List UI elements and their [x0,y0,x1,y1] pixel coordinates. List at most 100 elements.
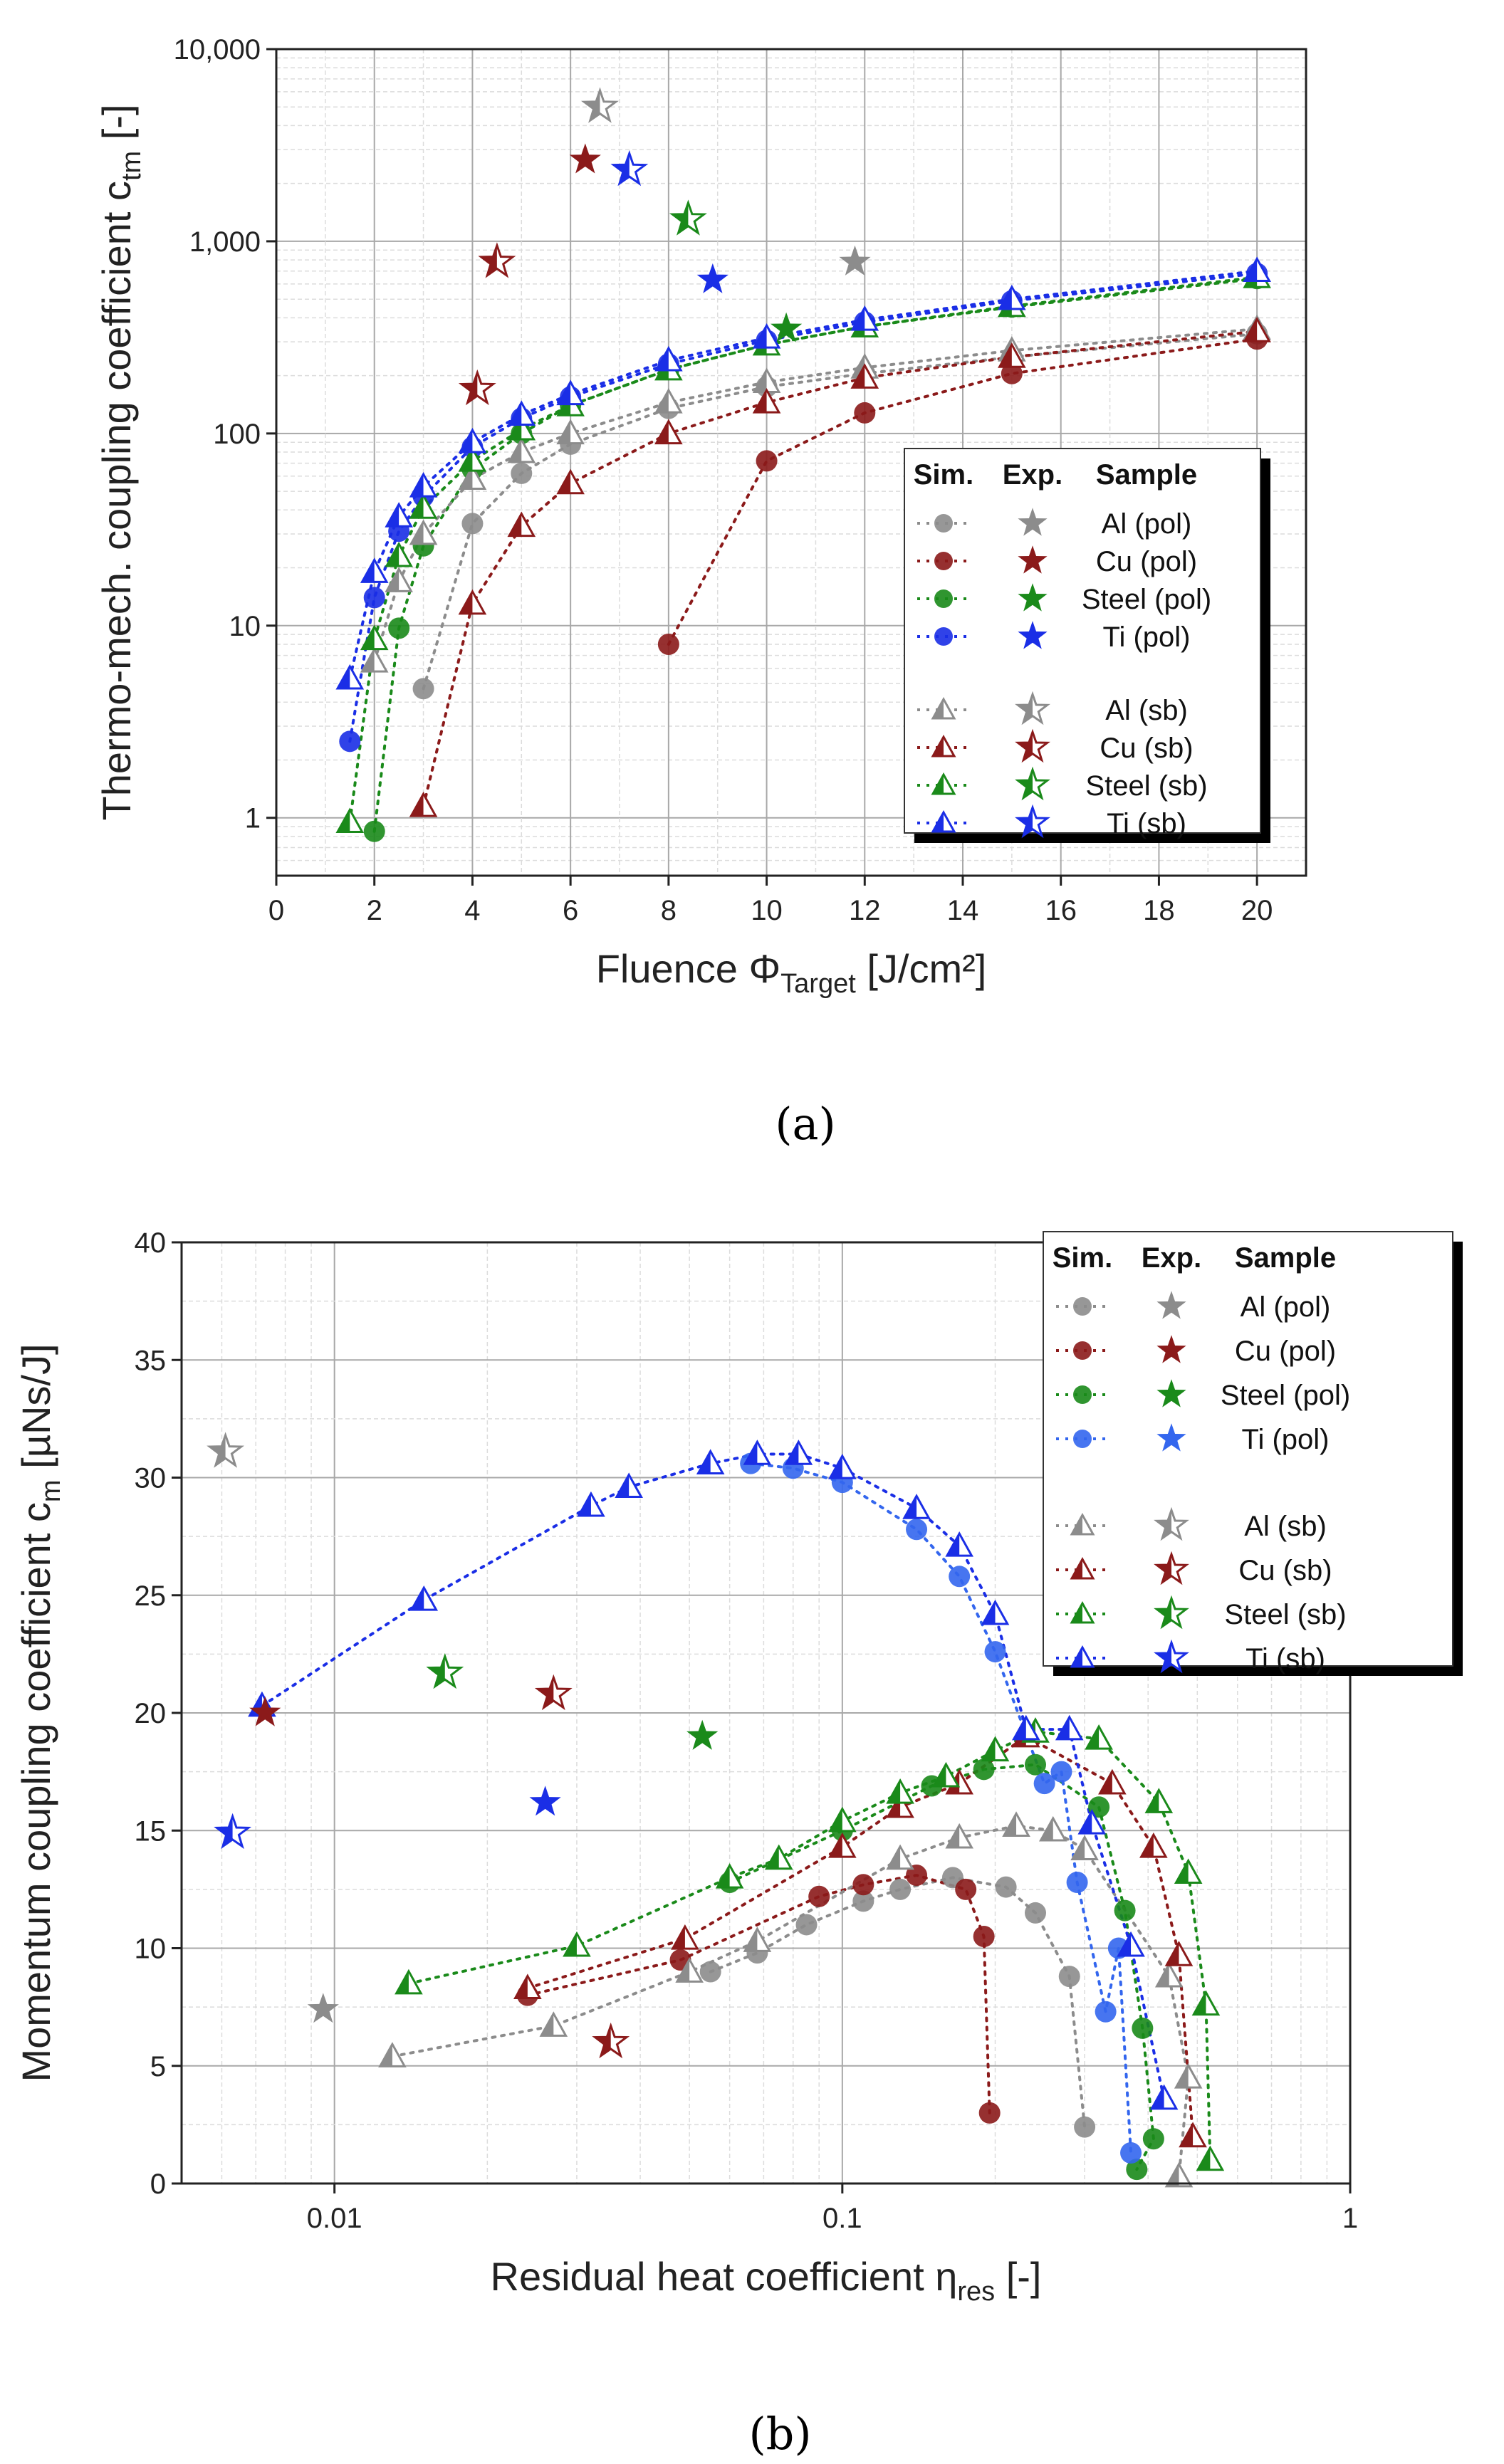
data-point-ti-sb-sim [615,1472,643,1499]
series-line-ti-pol-sim [348,272,1259,743]
legend-entry-label: Al (sb) [1244,1511,1327,1542]
data-point-ti-sb-sim [1077,1808,1107,1835]
data-point-al-pol-exp [839,245,871,276]
data-point-cu-sb-sim [507,511,536,538]
data-point-steel-sb-sim [409,493,438,519]
data-point-al-pol-exp [307,1993,339,2023]
data-point-al-sb-sim [1164,2161,1194,2188]
data-point-ti-sb-sim [1117,1931,1145,1957]
data-point-ti-sb-sim [335,664,365,690]
data-point-steel-sb-sim [1196,2145,1225,2171]
legend-box [904,448,1261,834]
data-point-ti-sb-sim [1055,1714,1084,1741]
data-point-ti-sb-sim [409,471,438,498]
y-tick-label: 100 [213,419,261,450]
legend-entry-label: Cu (sb) [1238,1555,1332,1586]
legend-exp-marker [1018,545,1048,574]
x-tick-label: 0.01 [307,2203,362,2234]
data-point-ti-sb-exp [214,1813,252,1850]
data-point-al-pol-sim [699,1961,721,1983]
data-point-al-pol-sim [1074,2116,1096,2138]
legend-exp-marker [1015,766,1050,801]
data-point-cu-pol-exp [569,143,601,174]
legend-sim-marker [931,696,956,720]
data-point-steel-sb-sim [981,1736,1010,1762]
data-point-ti-pol-exp [529,1786,561,1816]
data-point-cu-pol-sim [756,450,778,472]
data-point-cu-sb-sim [886,1792,914,1818]
data-point-cu-pol-sim [657,633,679,655]
legend-entry-label: Steel (sb) [1085,770,1207,802]
data-point-ti-sb-sim [696,1449,725,1474]
data-point-al-sb-sim [1002,1811,1030,1837]
data-point-cu-sb-sim [1243,317,1271,342]
data-point-ti-sb-sim [945,1531,973,1557]
data-point-cu-pol-sim [973,1925,995,1947]
data-point-ti-sb-sim [1149,2084,1179,2110]
data-point-cu-pol-sim [854,402,876,424]
data-point-al-pol-sim [852,1890,874,1912]
data-point-ti-sb-sim [654,345,683,372]
data-point-ti-pol-sim [1033,1773,1055,1795]
data-point-ti-sb-sim [850,305,879,331]
data-point-al-pol-sim [795,1914,818,1936]
data-point-ti-pol-sim [339,730,361,753]
data-point-al-sb-sim [654,387,683,414]
data-point-al-sb-exp [207,1432,245,1468]
legend-sim-marker [1073,1385,1092,1404]
data-point-ti-sb-sim [828,1453,857,1479]
legend-sim-marker [934,589,953,608]
series-line-al-pol-sim [709,1876,1087,2129]
data-point-ti-pol-sim [949,1566,971,1588]
x-tick-label: 0 [268,895,284,926]
data-point-al-pol-sim [889,1878,912,1900]
data-point-cu-pol-sim [906,1865,928,1887]
legend-sim-marker [934,514,953,533]
data-point-steel-pol-sim [388,617,410,639]
data-point-steel-sb-sim [395,1968,423,1995]
legend-sim-marker [934,627,953,646]
data-point-steel-pol-sim [1114,1899,1136,1922]
data-point-ti-sb-sim [577,1491,605,1517]
data-point-steel-sb-sim [1144,1788,1174,1813]
legend-box [1043,1231,1453,1667]
y-tick-label: 40 [135,1227,167,1259]
data-point-ti-sb-sim [458,427,487,454]
x-tick-label: 12 [849,895,881,926]
x-tick-label: 18 [1143,895,1175,926]
x-tick-label: 4 [464,895,480,926]
y-tick-label: 15 [135,1815,167,1847]
series-line-al-sb-sim [390,1824,1190,2179]
data-point-al-sb-sim [409,519,438,545]
data-point-al-pol-sim [412,678,434,700]
legend-sim-marker [931,772,956,795]
x-tick-label: 16 [1045,895,1077,926]
data-point-cu-sb-sim [1179,2122,1207,2148]
data-point-cu-sb-exp [478,242,516,278]
data-point-cu-pol-exp [249,1696,281,1726]
legend-sim-marker [931,809,956,833]
data-point-cu-sb-sim [1098,1768,1127,1795]
data-point-cu-pol-sim [955,1878,977,1900]
legend-entry-label: Steel (pol) [1082,584,1211,615]
data-point-steel-sb-sim [335,807,365,834]
y-tick-label: 10 [229,611,261,642]
chart-b-y-axis-label: Momentum coupling coefficient cm [µNs/J] [14,1343,66,2082]
data-point-al-sb-sim [1154,1961,1184,1988]
y-tick-label: 10,000 [174,34,261,65]
legend-exp-marker [1015,691,1050,725]
legend-entry-label: Ti (sb) [1107,808,1186,839]
data-point-al-pol-sim [461,513,484,535]
data-point-cu-sb-sim [654,419,683,445]
data-point-steel-sb-sim [1174,1858,1203,1884]
data-point-steel-sb-sim [828,1806,857,1833]
data-point-cu-sb-sim [556,468,585,495]
legend-sim-marker [1070,1600,1095,1624]
data-point-al-sb-sim [675,1957,704,1983]
data-point-ti-pol-sim [1050,1761,1072,1783]
data-point-cu-sb-sim [998,342,1026,368]
series-line-al-pol-sim [422,332,1259,691]
chart-a-y-axis-label: Thermo-mech. coupling coefficient ctm [-… [94,104,147,820]
chart-b-x-axis-label: Residual heat coefficient ηres [-] [491,2254,1042,2307]
legend-sim-marker [1070,1512,1095,1536]
